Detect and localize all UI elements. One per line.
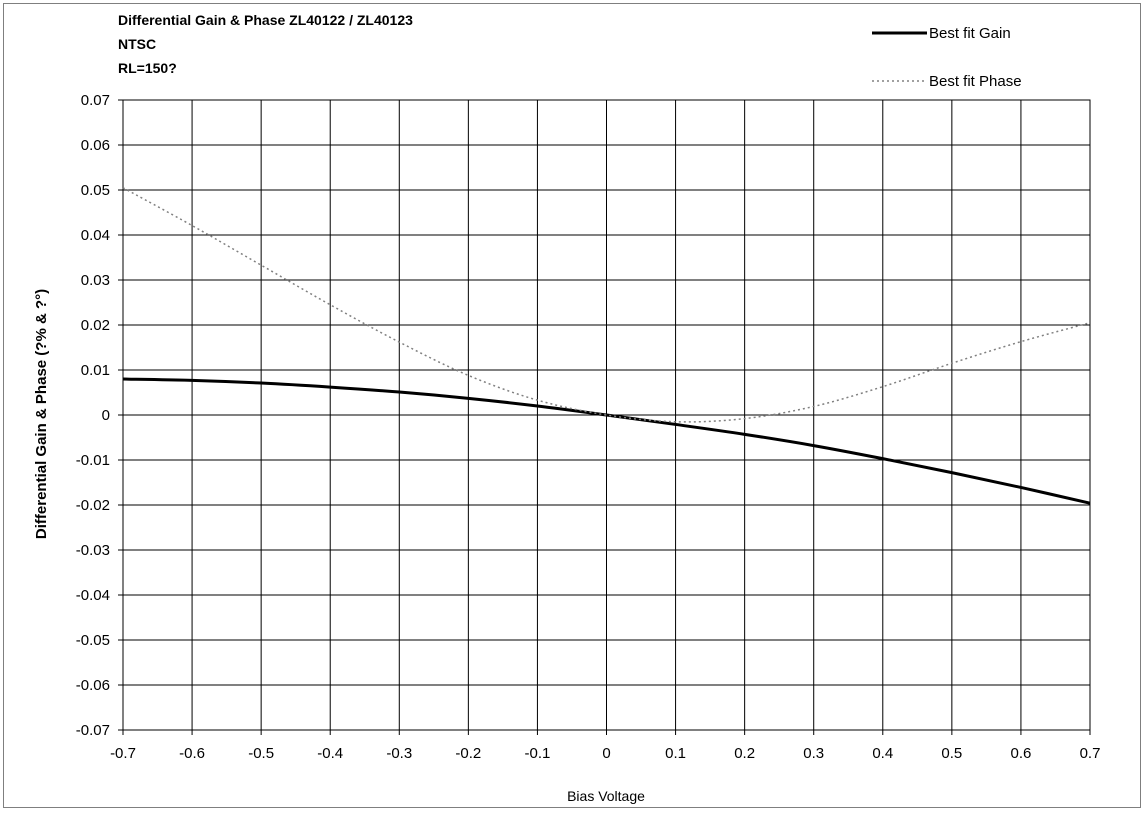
y-tick-label: 0.01 [81,362,110,379]
x-tick-label: -0.7 [110,745,136,762]
x-tick-label: 0.3 [803,745,824,762]
series-line-best-fit-gain [122,377,1091,505]
y-axis-title: Differential Gain & Phase (?% & ?°) [33,289,50,539]
x-tick-label: 0.4 [872,745,893,762]
x-tick-label: -0.6 [179,745,205,762]
x-tick-label: 0.2 [734,745,755,762]
tick-labels: -0.7 -0.6 -0.5 -0.4 -0.3 -0.2 -0.1 0 0.1 0.2 0.3 0.… [76,92,1101,762]
title-line-2: NTSC [118,36,156,52]
x-tick-label: 0.6 [1010,745,1031,762]
legend: Best fit Gain Best fit Phase [872,25,1022,90]
x-tick-label: 0.7 [1080,745,1101,762]
chart-frame [3,3,1141,808]
series-line-best-fit-phase [122,187,1091,423]
plot-area-border [122,99,1091,731]
y-tick-label: -0.02 [76,497,110,514]
x-tick-label: -0.3 [386,745,412,762]
y-tick-label: 0.02 [81,317,110,334]
series-group [122,187,1091,505]
x-tick-label: 0 [602,745,610,762]
y-tick-label: -0.03 [76,542,110,559]
y-tick-label: -0.04 [76,587,110,604]
y-tick-label: 0.07 [81,92,110,109]
y-tick-label: -0.07 [76,722,110,739]
y-tick-label: -0.06 [76,677,110,694]
x-axis-title: Bias Voltage [567,788,645,804]
y-tick-label: 0.06 [81,137,110,154]
y-tick-label: -0.05 [76,632,110,649]
x-tick-label: 0.5 [941,745,962,762]
y-tick-label: 0 [102,407,110,424]
y-tick-label: 0.03 [81,272,110,289]
x-tick-label: -0.5 [248,745,274,762]
x-tick-label: -0.4 [317,745,343,762]
x-tick-label: -0.1 [524,745,550,762]
title-line-3: RL=150? [118,60,177,76]
chart-title: Differential Gain & Phase ZL40122 / ZL40… [118,12,413,76]
grid [118,99,1091,735]
legend-label-phase: Best fit Phase [929,73,1022,90]
y-tick-label: -0.01 [76,452,110,469]
title-line-1: Differential Gain & Phase ZL40122 / ZL40… [118,12,413,28]
y-tick-label: 0.04 [81,227,110,244]
legend-label-gain: Best fit Gain [929,25,1011,42]
y-tick-label: 0.05 [81,182,110,199]
x-tick-label: 0.1 [665,745,686,762]
x-tick-label: -0.2 [455,745,481,762]
